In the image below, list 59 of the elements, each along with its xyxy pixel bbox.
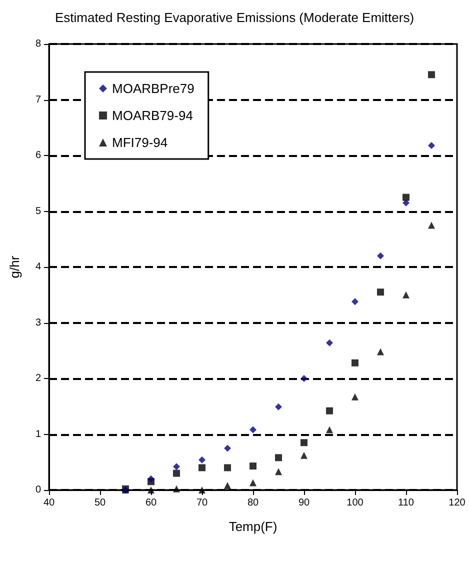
point xyxy=(300,452,308,459)
point xyxy=(402,199,410,206)
point xyxy=(198,456,206,464)
point xyxy=(198,486,206,494)
point xyxy=(428,71,435,78)
point xyxy=(352,359,358,366)
point xyxy=(173,485,180,492)
y-tick-label: 7 xyxy=(35,94,42,106)
point xyxy=(275,454,282,462)
x-tick-label: 60 xyxy=(145,498,157,508)
point xyxy=(377,252,384,260)
y-tick-label: 3 xyxy=(35,317,42,328)
point xyxy=(300,439,308,446)
legend-label: MOARB79-94 xyxy=(112,108,193,123)
chart-title: Estimated Resting Evaporative Emissions (Moderate Emitters) xyxy=(54,10,414,25)
point xyxy=(326,339,333,346)
y-tick-label: 4 xyxy=(35,262,42,272)
point xyxy=(250,426,256,434)
y-tick-label: 5 xyxy=(35,206,42,217)
x-tick-label: 40 xyxy=(43,498,55,508)
point xyxy=(402,194,410,201)
point xyxy=(377,288,384,296)
y-tick-label: 1 xyxy=(35,428,42,440)
point xyxy=(173,463,180,470)
point xyxy=(173,470,180,477)
x-tick-label: 110 xyxy=(398,498,414,508)
x-tick-label: 80 xyxy=(247,498,259,508)
point xyxy=(224,444,231,452)
point xyxy=(428,222,435,229)
point xyxy=(377,348,384,356)
point xyxy=(198,464,206,472)
y-axis-title: g/hr xyxy=(7,255,22,278)
point xyxy=(275,403,282,410)
x-tick-label: 70 xyxy=(196,498,208,508)
x-axis-title: Temp(F) xyxy=(228,519,278,534)
point xyxy=(352,298,358,306)
point xyxy=(326,426,333,434)
x-tick-label: 90 xyxy=(298,498,310,508)
point xyxy=(402,291,410,298)
point xyxy=(148,486,154,494)
x-tick-label: 50 xyxy=(94,498,106,508)
point xyxy=(300,375,308,382)
point xyxy=(250,479,256,486)
point xyxy=(224,482,231,490)
point xyxy=(428,142,435,149)
point xyxy=(352,393,358,400)
point xyxy=(275,468,282,476)
point xyxy=(224,464,231,472)
y-tick-label: 6 xyxy=(35,150,42,161)
y-tick-label: 8 xyxy=(35,38,42,50)
point xyxy=(148,475,154,482)
x-tick-label: 120 xyxy=(448,498,466,508)
point xyxy=(250,462,256,470)
point xyxy=(326,407,333,414)
x-tick-label: 100 xyxy=(346,498,364,508)
legend-label: MFI79-94 xyxy=(112,135,168,150)
y-tick-label: 0 xyxy=(35,484,42,496)
y-tick-label: 2 xyxy=(35,373,42,384)
legend-label: MOARBPre79 xyxy=(112,81,194,96)
